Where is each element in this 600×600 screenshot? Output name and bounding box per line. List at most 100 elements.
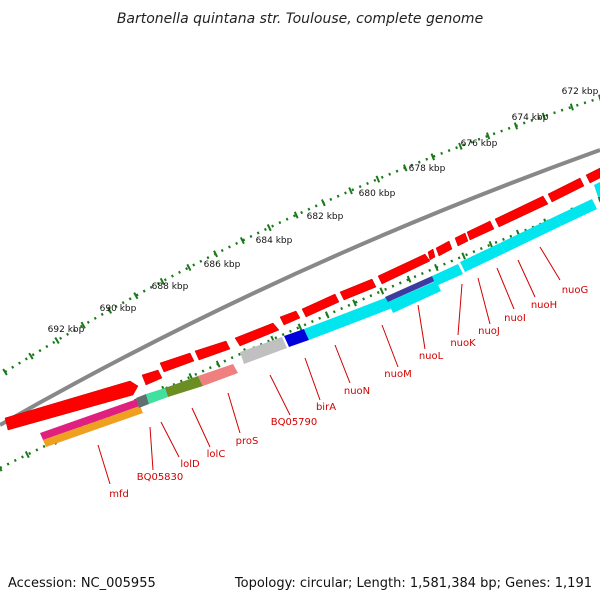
gene-label-nuoI[interactable]: nuoI [504, 313, 526, 324]
accession-text: Accession: NC_005955 [8, 576, 156, 591]
block-cyan[interactable] [594, 182, 600, 197]
gene-arrow[interactable] [427, 248, 436, 261]
tick-label-680: 680 kbp [359, 189, 396, 199]
ruler-tick [485, 132, 491, 140]
gene-label-nuoH[interactable]: nuoH [531, 300, 557, 311]
tick-label-676: 676 kbp [461, 139, 498, 149]
ruler-tick [324, 311, 330, 319]
outer-ruler-ticks [2, 94, 600, 376]
block-cyan[interactable] [346, 296, 395, 324]
block-magenta[interactable] [40, 399, 140, 440]
gene-label-proS[interactable]: proS [236, 436, 259, 447]
gene-arrow[interactable] [339, 278, 377, 301]
ruler-tick [239, 236, 245, 245]
tick-label-672: 672 kbp [562, 87, 599, 97]
block-cyan[interactable] [388, 281, 441, 313]
block-teal[interactable] [146, 388, 168, 404]
gene-arrow[interactable] [301, 293, 340, 318]
ruler-tick [106, 306, 113, 314]
tick-labels: 672 kbp 674 kbp 676 kbp 678 kbp 680 kbp … [48, 87, 599, 335]
ruler-tick [54, 336, 60, 345]
gene-label-lolD[interactable]: lolD [180, 459, 200, 470]
ruler-tick [541, 112, 546, 120]
tick-label-674: 674 kbp [512, 113, 549, 123]
gene-arrow[interactable] [159, 352, 195, 373]
block-silver[interactable] [240, 337, 287, 364]
gene-arrow[interactable] [454, 232, 469, 247]
gene-label-BQ05830[interactable]: BQ05830 [137, 472, 184, 483]
gene-arrow[interactable] [4, 380, 139, 431]
ruler-tick [293, 211, 299, 219]
genome-backbone [0, 148, 600, 427]
gene-arrow[interactable] [377, 253, 431, 285]
ruler-tick [348, 187, 353, 195]
ruler-tick [24, 451, 30, 459]
block-blue[interactable] [284, 329, 309, 347]
block-navy[interactable] [385, 276, 435, 302]
ruler-tick [434, 263, 439, 272]
gene-arrow[interactable] [234, 322, 280, 347]
tick-label-678: 678 kbp [409, 164, 446, 174]
ruler-tick [513, 122, 519, 130]
gene-labels: nuoG nuoH nuoI nuoJ nuoK nuoL nuoM nuoN … [109, 285, 588, 500]
block-cyan[interactable] [556, 199, 597, 226]
block-cyan[interactable] [460, 243, 505, 272]
gene-label-mfd[interactable]: mfd [109, 489, 129, 500]
tick-label-690: 690 kbp [100, 304, 137, 314]
gene-label-lolC[interactable]: lolC [207, 449, 226, 460]
gene-label-nuoL[interactable]: nuoL [419, 351, 444, 362]
gene-label-nuoK[interactable]: nuoK [450, 338, 476, 349]
ruler-tick [352, 299, 357, 307]
gene-label-nuoG[interactable]: nuoG [562, 285, 589, 296]
ruler-tick [458, 142, 463, 150]
ruler-tick [488, 240, 494, 249]
gene-arrow[interactable] [547, 177, 585, 203]
ruler-tick [461, 252, 466, 260]
gene-label-BQ05790[interactable]: BQ05790 [271, 417, 318, 428]
tick-label-684: 684 kbp [256, 236, 293, 246]
ruler-tick [406, 275, 412, 283]
ruler-tick [2, 368, 8, 376]
gene-label-nuoJ[interactable]: nuoJ [478, 326, 500, 337]
ruler-tick [597, 196, 600, 203]
ruler-tick [213, 250, 219, 258]
gene-arrow[interactable] [279, 310, 301, 326]
ruler-tick [598, 94, 600, 102]
gene-arrow[interactable] [585, 167, 600, 184]
ruler-tick [430, 153, 435, 161]
ruler-tick [80, 321, 86, 329]
gene-arrow[interactable] [435, 240, 453, 257]
block-slate[interactable] [136, 394, 149, 408]
ruler-tick [186, 263, 192, 272]
tick-label-686: 686 kbp [204, 260, 241, 270]
gene-arrow[interactable] [466, 220, 495, 241]
ruler-tick [379, 287, 385, 295]
ruler-tick [133, 292, 139, 300]
gene-arrow[interactable] [494, 195, 549, 228]
ruler-tick [159, 277, 165, 285]
gene-label-nuoN[interactable]: nuoN [344, 386, 370, 397]
gene-arrow[interactable] [141, 369, 163, 386]
block-orange[interactable] [43, 406, 143, 447]
block-cyan[interactable] [432, 264, 463, 286]
map-title: Bartonella quintana str. Toulouse, compl… [117, 11, 483, 27]
ruler-tick [321, 199, 326, 207]
genome-stats-text: Topology: circular; Length: 1,581,384 bp… [234, 576, 592, 591]
tick-label-692: 692 kbp [48, 325, 85, 335]
ruler-tick [403, 164, 408, 172]
block-cyan[interactable] [500, 216, 561, 253]
block-olive[interactable] [165, 376, 203, 397]
block-salmon[interactable] [198, 364, 238, 386]
forward-gene-track [4, 167, 600, 431]
gene-arrow[interactable] [194, 340, 231, 361]
ruler-tick [266, 224, 272, 232]
block-cyan[interactable] [304, 313, 351, 340]
tick-label-688: 688 kbp [152, 282, 189, 292]
ruler-tick [297, 323, 303, 331]
ruler-tick [215, 360, 221, 368]
gene-label-birA[interactable]: birA [316, 402, 336, 413]
ruler-tick [375, 175, 381, 183]
gene-label-nuoM[interactable]: nuoM [384, 369, 411, 380]
